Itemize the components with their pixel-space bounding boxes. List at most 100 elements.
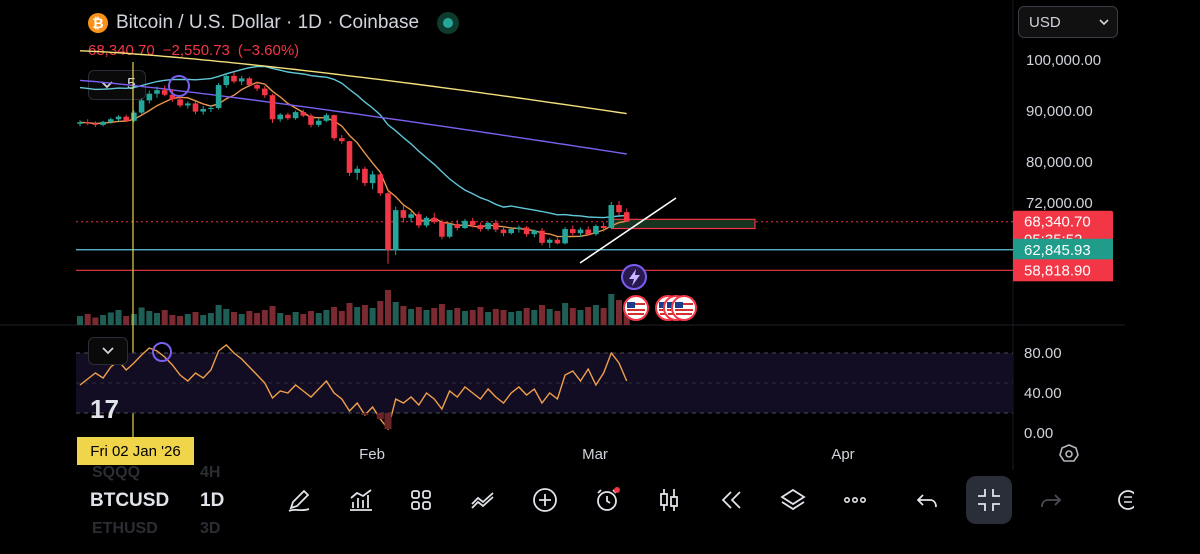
- candle-body: [231, 75, 237, 82]
- candle: [154, 86, 160, 98]
- candle-body: [200, 109, 206, 112]
- volume-bar: [592, 305, 599, 325]
- add-button[interactable]: [522, 476, 568, 524]
- candle-body: [493, 222, 499, 230]
- price-chart[interactable]: 100,000.00 90,000.00 80,000.00 72,000.00 68,…: [0, 0, 1200, 470]
- candle: [446, 222, 453, 239]
- candle: [115, 115, 122, 122]
- layers-button[interactable]: [770, 476, 816, 524]
- currency-select[interactable]: USD: [1018, 6, 1118, 38]
- candle-body: [416, 214, 422, 226]
- candle: [354, 165, 360, 181]
- volume-bar: [100, 315, 107, 325]
- replay-button[interactable]: [708, 476, 754, 524]
- support-price-box: [1013, 238, 1113, 261]
- time-tick-label: Mar: [582, 446, 608, 463]
- candle-body: [339, 138, 345, 142]
- candle-body: [138, 100, 145, 113]
- undo-button[interactable]: [904, 476, 950, 524]
- candle-body: [185, 103, 191, 106]
- candle: [108, 117, 114, 124]
- volume-bar: [184, 314, 191, 325]
- candle-body: [246, 78, 253, 86]
- market-status-icon[interactable]: [437, 12, 460, 34]
- oscillator-toggle[interactable]: [88, 337, 128, 365]
- candle-body: [462, 220, 468, 229]
- candle: [623, 208, 630, 222]
- candle: [146, 90, 153, 104]
- candle: [308, 113, 314, 128]
- flag-canton: [659, 302, 667, 308]
- candle: [262, 86, 268, 98]
- candle-body: [585, 229, 591, 235]
- symbol-selector[interactable]: BTCUSD: [90, 490, 170, 511]
- event-badges: [152, 75, 697, 362]
- volume-bar: [462, 311, 468, 325]
- candle-body: [570, 229, 576, 234]
- candle-body: [323, 115, 330, 121]
- candle: [593, 224, 599, 236]
- candle-body: [100, 121, 106, 125]
- volume-bar: [292, 312, 299, 325]
- candle: [277, 113, 283, 122]
- alert-icon: [597, 487, 620, 511]
- fullscreen-exit-button[interactable]: [966, 476, 1012, 524]
- candle: [392, 206, 399, 256]
- candle-body: [277, 114, 283, 120]
- candle: [562, 227, 568, 245]
- price-readout: 68,340.70 −2,550.73 (−3.60%): [88, 42, 299, 59]
- object-tree-button[interactable]: [1100, 476, 1140, 524]
- candle-body: [439, 221, 445, 237]
- timeframe-selector[interactable]: 1D: [200, 490, 225, 511]
- trend-icon: [471, 492, 494, 509]
- symbol-header[interactable]: ₿ Bitcoin / U.S. Dollar · 1D · Coinbase: [88, 10, 460, 36]
- lightning-bolt-icon: [629, 269, 640, 286]
- volume-bar: [308, 311, 314, 325]
- candles-button[interactable]: [646, 476, 692, 524]
- candle-body: [554, 239, 561, 244]
- candle: [600, 222, 607, 232]
- price-axis: 100,000.00 90,000.00 80,000.00 72,000.00 68,…: [1013, 52, 1113, 442]
- candle: [500, 226, 507, 237]
- more-button[interactable]: [832, 476, 878, 524]
- candle: [238, 75, 245, 86]
- candle-body: [362, 168, 368, 184]
- volume-bar: [92, 317, 99, 325]
- candle-body: [577, 229, 584, 234]
- candle: [423, 216, 430, 228]
- candle: [585, 226, 591, 236]
- volume-bar: [600, 308, 607, 325]
- volume-bar: [300, 314, 307, 325]
- flag-canton: [667, 302, 675, 308]
- candle-body: [146, 93, 153, 101]
- volume-bar: [200, 315, 207, 325]
- oscillator-tick-label: 40.00: [1024, 385, 1062, 402]
- indicators-button[interactable]: [338, 476, 384, 524]
- volume-bar: [338, 311, 345, 325]
- candle-body: [308, 115, 314, 125]
- volume-bar: [207, 313, 214, 325]
- candle-body: [469, 220, 476, 225]
- candle-body: [92, 123, 99, 125]
- candle-body: [300, 112, 307, 116]
- candle-body: [215, 85, 222, 109]
- draw-button[interactable]: [276, 476, 322, 524]
- candle-body: [346, 141, 353, 173]
- candle: [223, 73, 230, 88]
- volume-bar: [277, 313, 284, 325]
- candle-body: [285, 114, 291, 119]
- trend-button[interactable]: [460, 476, 506, 524]
- indicator-count: 5: [127, 76, 136, 93]
- candle-body: [208, 108, 214, 110]
- volume-bar: [469, 310, 476, 325]
- candle: [215, 82, 222, 110]
- candle: [339, 135, 345, 144]
- alert-button[interactable]: [584, 476, 630, 524]
- templates-button[interactable]: [398, 476, 444, 524]
- volume-bar: [577, 310, 584, 325]
- chart-settings-icon[interactable]: [1059, 444, 1079, 462]
- redo-button[interactable]: [1028, 476, 1074, 524]
- candle: [523, 225, 530, 237]
- candle-body: [408, 214, 414, 218]
